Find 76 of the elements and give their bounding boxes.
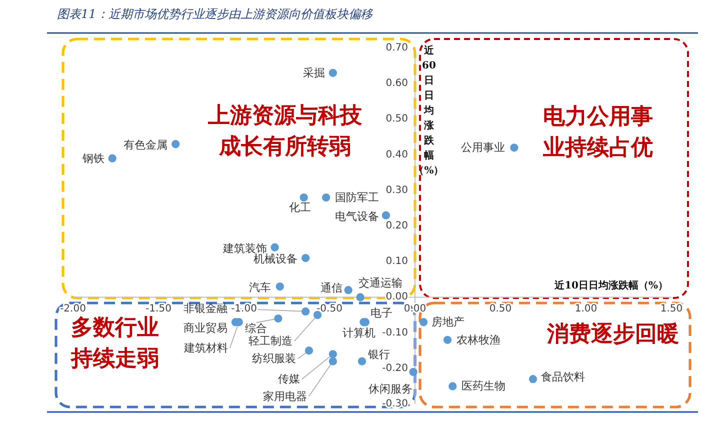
point bbox=[270, 243, 279, 252]
annotation: 建筑装饰 bbox=[222, 242, 267, 255]
point bbox=[356, 293, 364, 302]
point bbox=[304, 346, 314, 355]
annotation: 纺织服装 bbox=[252, 352, 296, 366]
y-tick-label: -0.10 bbox=[382, 327, 408, 338]
point bbox=[510, 144, 518, 152]
point bbox=[322, 193, 330, 202]
chart-title: 图表11：近期市场优势行业逐步由上游资源向价值板块偏移 bbox=[57, 7, 374, 21]
point bbox=[419, 318, 428, 326]
point bbox=[276, 282, 284, 291]
annotation: 电子 bbox=[370, 306, 392, 320]
point bbox=[328, 68, 337, 77]
x-tick-label: 1.50 bbox=[660, 304, 683, 315]
point bbox=[344, 286, 352, 294]
annotation: 通信 bbox=[320, 282, 342, 295]
annotation: 非银金融 bbox=[184, 302, 228, 315]
annotation: 轻工制造 bbox=[248, 334, 293, 348]
annotation: 钢铁 bbox=[81, 152, 104, 165]
annotation: 消费逐步回暖 bbox=[546, 321, 679, 347]
y-tick-label: -0.20 bbox=[382, 362, 408, 374]
y-tick-label: 0.00 bbox=[386, 292, 408, 303]
annotation: 建筑材料 bbox=[182, 342, 228, 355]
annotation: 医药生物 bbox=[462, 380, 506, 393]
annotation: 家用电器 bbox=[262, 390, 307, 403]
annotation: 电力公用事业持续占优 bbox=[542, 104, 653, 160]
annotation: 综合 bbox=[245, 322, 268, 336]
text: 近60日日均涨跌幅（%） bbox=[414, 46, 444, 176]
annotation: 采掘 bbox=[302, 66, 325, 80]
y-tick-label: 0.50 bbox=[386, 114, 408, 125]
point bbox=[313, 310, 322, 320]
point bbox=[300, 193, 308, 202]
annotation: 农林牧渔 bbox=[456, 333, 500, 346]
annotation: 房地产 bbox=[432, 316, 465, 329]
annotation: 电气设备 bbox=[334, 210, 379, 223]
annotation: 机械设备 bbox=[254, 252, 298, 266]
point bbox=[274, 314, 282, 323]
annotation: 多数行业持续走弱 bbox=[70, 314, 159, 372]
annotation: 商业贸易 bbox=[183, 322, 228, 335]
annotation: 交通运输 bbox=[358, 276, 402, 290]
x-tick-label: 0.50 bbox=[489, 304, 512, 315]
point bbox=[409, 368, 418, 376]
point bbox=[443, 336, 452, 344]
point bbox=[358, 357, 366, 366]
point bbox=[328, 357, 337, 366]
annotation: 国防军工 bbox=[335, 191, 380, 204]
x-tick-label: -2.00 bbox=[60, 304, 86, 315]
x-tick-label: -1.50 bbox=[146, 304, 172, 315]
annotation: 传媒 bbox=[278, 372, 300, 386]
point bbox=[328, 350, 337, 358]
annotation: 计算机 bbox=[342, 326, 376, 340]
point bbox=[382, 211, 390, 220]
annotation: 化工 bbox=[288, 201, 311, 214]
y-tick-label: 0.30 bbox=[386, 184, 408, 196]
y-tick-label: 0.20 bbox=[386, 220, 408, 232]
x-tick-label: -1.00 bbox=[231, 304, 257, 315]
point bbox=[448, 382, 457, 390]
y-tick-label: 0.40 bbox=[386, 149, 408, 160]
x-tick-label: -0.50 bbox=[316, 304, 342, 315]
x-tick-label: 1.00 bbox=[574, 304, 598, 315]
annotation: 银行 bbox=[366, 348, 390, 361]
point bbox=[108, 154, 116, 162]
y-tick-label: 0.10 bbox=[386, 256, 408, 268]
point bbox=[528, 375, 538, 384]
annotation: 汽车 bbox=[248, 281, 271, 294]
annotation: 公用事业 bbox=[461, 141, 506, 154]
point bbox=[301, 307, 310, 316]
annotation: 食品饮料 bbox=[540, 370, 585, 384]
annotation: 有色金属 bbox=[124, 138, 168, 152]
annotation: 上游资源与科技成长有所转弱 bbox=[207, 102, 363, 160]
annotation: 休闲服务 bbox=[368, 382, 412, 396]
point bbox=[301, 254, 310, 262]
y-tick-label: 0.60 bbox=[386, 78, 408, 90]
x-axis-title: 近10日日均涨跌幅（%） bbox=[554, 280, 668, 292]
y-tick-label: 0.70 bbox=[386, 42, 408, 54]
point bbox=[172, 140, 180, 148]
